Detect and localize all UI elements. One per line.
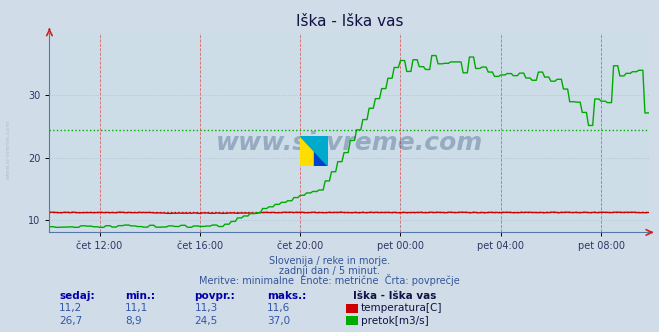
Text: temperatura[C]: temperatura[C]	[361, 303, 443, 313]
Bar	[314, 136, 328, 151]
Title: Iška - Iška vas: Iška - Iška vas	[295, 14, 403, 29]
Text: Iška - Iška vas: Iška - Iška vas	[353, 291, 436, 301]
Text: maks.:: maks.:	[267, 291, 306, 301]
Text: Meritve: minimalne  Enote: metrične  Črta: povprečje: Meritve: minimalne Enote: metrične Črta:…	[199, 274, 460, 286]
Text: zadnji dan / 5 minut.: zadnji dan / 5 minut.	[279, 266, 380, 276]
Text: sedaj:: sedaj:	[59, 291, 95, 301]
Text: 11,2: 11,2	[59, 303, 82, 313]
Text: pretok[m3/s]: pretok[m3/s]	[361, 316, 429, 326]
Text: Slovenija / reke in morje.: Slovenija / reke in morje.	[269, 256, 390, 266]
Text: 26,7: 26,7	[59, 316, 82, 326]
Text: 11,6: 11,6	[267, 303, 290, 313]
Text: www.si-vreme.com: www.si-vreme.com	[5, 120, 11, 179]
Text: www.si-vreme.com: www.si-vreme.com	[215, 131, 483, 155]
Bar	[314, 151, 328, 166]
Text: 37,0: 37,0	[267, 316, 290, 326]
Text: 24,5: 24,5	[194, 316, 217, 326]
Text: min.:: min.:	[125, 291, 156, 301]
Text: 8,9: 8,9	[125, 316, 142, 326]
Bar	[300, 136, 314, 166]
Text: povpr.:: povpr.:	[194, 291, 235, 301]
Polygon shape	[300, 136, 328, 166]
Text: 11,3: 11,3	[194, 303, 217, 313]
Text: 11,1: 11,1	[125, 303, 148, 313]
